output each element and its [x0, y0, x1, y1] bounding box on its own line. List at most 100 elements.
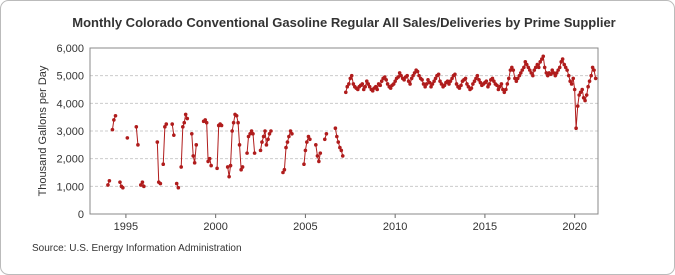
data-point: [578, 90, 583, 95]
data-point: [475, 73, 480, 78]
data-point: [492, 79, 496, 83]
data-point: [179, 165, 183, 169]
data-point: [454, 82, 459, 86]
data-point: [551, 71, 556, 75]
data-point: [490, 76, 495, 81]
data-point: [417, 73, 421, 78]
data-point: [589, 73, 593, 78]
data-point: [542, 65, 547, 70]
data-point: [556, 68, 560, 72]
data-point: [356, 87, 360, 92]
data-point: [206, 159, 210, 164]
data-point: [231, 120, 236, 125]
data-point: [370, 89, 375, 93]
data-point: [219, 123, 224, 128]
data-point: [338, 145, 342, 150]
data-point: [411, 73, 415, 78]
data-point: [203, 118, 208, 122]
data-point: [457, 86, 462, 90]
data-point: [466, 84, 471, 89]
data-point: [136, 143, 140, 147]
data-point: [522, 65, 526, 70]
data-point: [258, 148, 263, 153]
data-point: [107, 179, 112, 183]
data-point: [269, 129, 273, 133]
data-point: [463, 76, 468, 81]
x-tick-label: 2005: [293, 221, 317, 233]
data-point: [245, 151, 249, 155]
data-point: [158, 181, 163, 186]
data-point: [415, 69, 420, 74]
data-point: [426, 78, 430, 82]
data-point: [251, 131, 255, 136]
data-point: [593, 76, 598, 81]
data-point: [396, 75, 401, 79]
data-point: [519, 71, 523, 75]
data-point: [183, 112, 188, 117]
data-point: [477, 78, 481, 82]
data-point: [505, 82, 510, 86]
data-point: [340, 154, 345, 158]
data-point: [391, 82, 396, 86]
data-point: [399, 73, 403, 78]
data-point: [523, 60, 528, 64]
data-point: [548, 72, 553, 77]
data-point: [517, 73, 522, 78]
data-point: [351, 82, 356, 86]
data-point: [246, 134, 251, 139]
data-point: [529, 71, 534, 75]
y-axis-label: Thousand Gallons per Day: [37, 65, 49, 196]
data-point: [249, 129, 254, 133]
data-point: [305, 140, 309, 144]
data-point: [472, 79, 477, 83]
data-point: [204, 120, 209, 125]
data-point: [397, 71, 402, 75]
data-point: [545, 73, 550, 78]
data-point: [502, 90, 507, 95]
data-point: [501, 87, 505, 92]
data-point: [535, 62, 540, 67]
x-tick-label: 2000: [203, 221, 227, 233]
data-point: [343, 90, 348, 95]
data-point: [112, 118, 116, 122]
data-point: [189, 131, 194, 136]
data-point: [448, 79, 453, 83]
data-point: [560, 57, 565, 61]
y-tick-label: 3,000: [56, 126, 84, 138]
data-point: [465, 82, 469, 86]
data-point: [248, 131, 252, 136]
chart-title: Monthly Colorado Conventional Gasoline R…: [72, 15, 615, 30]
data-point: [569, 82, 574, 86]
data-point: [302, 162, 306, 166]
data-point: [288, 129, 293, 133]
data-point: [508, 68, 513, 72]
data-point: [533, 65, 538, 70]
data-point: [228, 163, 233, 168]
data-point: [520, 68, 525, 72]
data-point: [176, 185, 181, 190]
data-point: [584, 93, 589, 97]
data-point: [433, 76, 438, 81]
data-point: [236, 120, 240, 125]
data-point: [421, 82, 426, 86]
data-point: [363, 84, 367, 89]
data-point: [375, 87, 380, 92]
data-point: [318, 151, 323, 155]
data-point: [324, 131, 329, 136]
data-point: [290, 131, 294, 136]
data-point: [285, 140, 290, 144]
data-point: [336, 140, 341, 144]
data-point: [429, 84, 433, 89]
x-tick-label: 1995: [114, 221, 138, 233]
data-point: [487, 82, 492, 86]
data-point: [308, 137, 312, 142]
data-point: [260, 140, 264, 144]
data-point: [314, 143, 318, 147]
data-point: [155, 140, 160, 144]
data-point: [317, 159, 321, 164]
data-point: [191, 154, 196, 158]
data-point: [261, 134, 266, 139]
data-point: [345, 84, 350, 89]
data-point: [339, 148, 344, 153]
data-point: [592, 68, 596, 72]
